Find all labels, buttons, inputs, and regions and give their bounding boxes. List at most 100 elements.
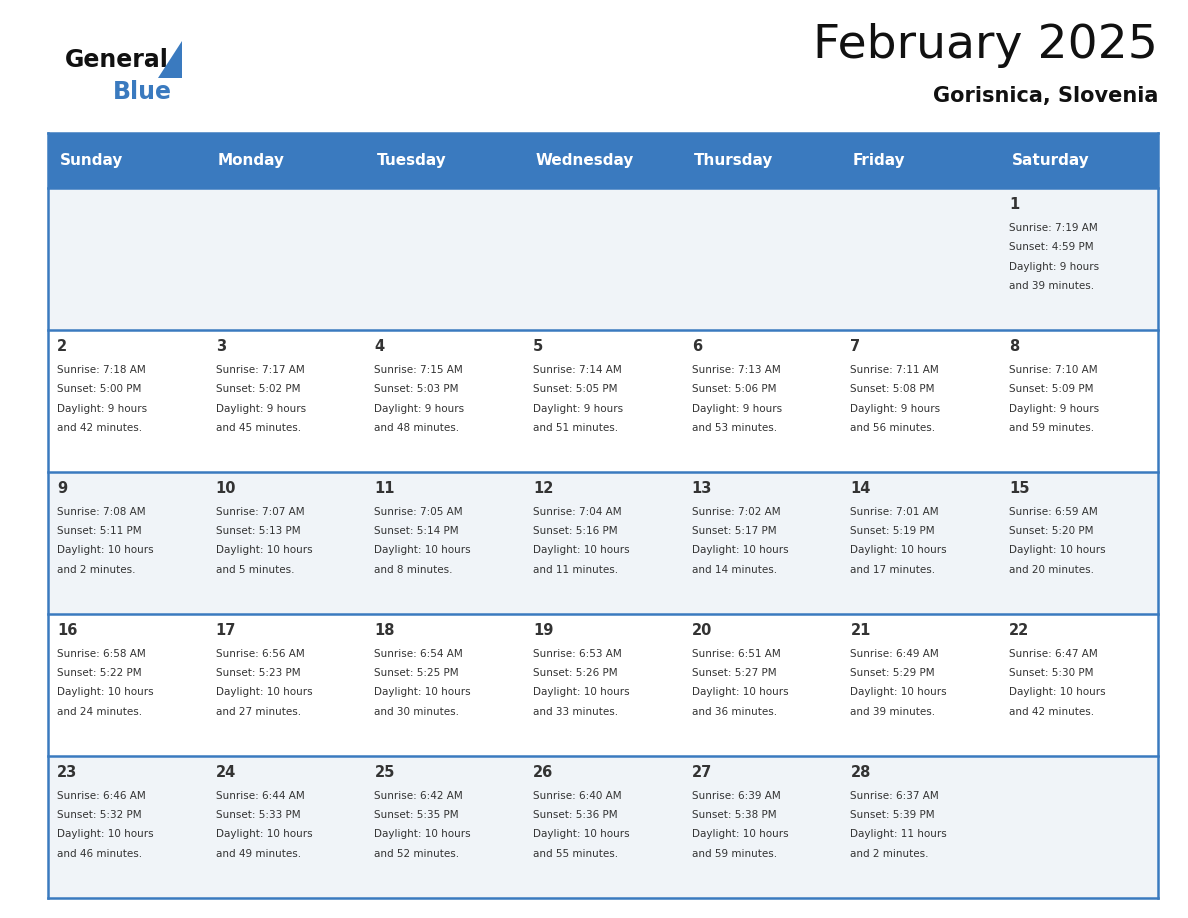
- Text: and 5 minutes.: and 5 minutes.: [216, 565, 295, 575]
- Text: Sunrise: 7:07 AM: Sunrise: 7:07 AM: [216, 507, 304, 517]
- Bar: [524, 756, 682, 898]
- Bar: [999, 614, 1158, 756]
- Bar: [841, 133, 999, 188]
- Text: Friday: Friday: [853, 153, 905, 168]
- Text: Sunset: 5:19 PM: Sunset: 5:19 PM: [851, 526, 935, 536]
- Text: 20: 20: [691, 623, 712, 638]
- Text: Sunset: 4:59 PM: Sunset: 4:59 PM: [1009, 242, 1094, 252]
- Text: 6: 6: [691, 340, 702, 354]
- Text: and 30 minutes.: and 30 minutes.: [374, 707, 460, 717]
- Text: Sunset: 5:14 PM: Sunset: 5:14 PM: [374, 526, 459, 536]
- Text: Sunrise: 7:08 AM: Sunrise: 7:08 AM: [57, 507, 146, 517]
- Text: 3: 3: [216, 340, 226, 354]
- Text: and 46 minutes.: and 46 minutes.: [57, 848, 143, 858]
- Text: Daylight: 10 hours: Daylight: 10 hours: [851, 688, 947, 698]
- Text: Sunset: 5:09 PM: Sunset: 5:09 PM: [1009, 385, 1094, 394]
- Text: and 56 minutes.: and 56 minutes.: [851, 423, 936, 432]
- Text: Daylight: 10 hours: Daylight: 10 hours: [216, 545, 312, 555]
- Text: Daylight: 10 hours: Daylight: 10 hours: [851, 545, 947, 555]
- Text: 11: 11: [374, 481, 394, 497]
- Text: and 24 minutes.: and 24 minutes.: [57, 707, 143, 717]
- Text: and 8 minutes.: and 8 minutes.: [374, 565, 453, 575]
- Bar: [999, 330, 1158, 472]
- Text: Daylight: 9 hours: Daylight: 9 hours: [216, 404, 305, 413]
- Text: Sunset: 5:03 PM: Sunset: 5:03 PM: [374, 385, 459, 394]
- Text: Sunset: 5:05 PM: Sunset: 5:05 PM: [533, 385, 618, 394]
- Bar: [207, 614, 365, 756]
- Text: and 39 minutes.: and 39 minutes.: [1009, 281, 1094, 291]
- Text: 5: 5: [533, 340, 543, 354]
- Text: 8: 8: [1009, 340, 1019, 354]
- Bar: [524, 614, 682, 756]
- Text: and 36 minutes.: and 36 minutes.: [691, 707, 777, 717]
- Text: Sunrise: 7:15 AM: Sunrise: 7:15 AM: [374, 365, 463, 375]
- Bar: [524, 188, 682, 330]
- Text: Sunset: 5:02 PM: Sunset: 5:02 PM: [216, 385, 301, 394]
- Text: 7: 7: [851, 340, 860, 354]
- Text: Daylight: 10 hours: Daylight: 10 hours: [374, 545, 470, 555]
- Bar: [48, 188, 207, 330]
- Bar: [365, 614, 524, 756]
- Text: and 53 minutes.: and 53 minutes.: [691, 423, 777, 432]
- Text: Daylight: 10 hours: Daylight: 10 hours: [57, 545, 153, 555]
- Text: Sunset: 5:39 PM: Sunset: 5:39 PM: [851, 810, 935, 820]
- Text: 12: 12: [533, 481, 554, 497]
- Text: Sunrise: 7:10 AM: Sunrise: 7:10 AM: [1009, 365, 1098, 375]
- Text: Sunrise: 7:14 AM: Sunrise: 7:14 AM: [533, 365, 621, 375]
- Text: Blue: Blue: [113, 80, 172, 104]
- Text: and 27 minutes.: and 27 minutes.: [216, 707, 301, 717]
- Text: Daylight: 9 hours: Daylight: 9 hours: [691, 404, 782, 413]
- Bar: [365, 472, 524, 614]
- Text: and 2 minutes.: and 2 minutes.: [57, 565, 135, 575]
- Text: Sunrise: 6:44 AM: Sunrise: 6:44 AM: [216, 790, 304, 800]
- Text: Daylight: 10 hours: Daylight: 10 hours: [374, 688, 470, 698]
- Bar: [365, 756, 524, 898]
- Text: Sunrise: 6:49 AM: Sunrise: 6:49 AM: [851, 649, 940, 659]
- Bar: [524, 472, 682, 614]
- Bar: [841, 756, 999, 898]
- Text: and 20 minutes.: and 20 minutes.: [1009, 565, 1094, 575]
- Text: Daylight: 9 hours: Daylight: 9 hours: [374, 404, 465, 413]
- Bar: [841, 614, 999, 756]
- Text: Daylight: 10 hours: Daylight: 10 hours: [691, 829, 789, 839]
- Text: and 51 minutes.: and 51 minutes.: [533, 423, 618, 432]
- Text: Sunrise: 6:42 AM: Sunrise: 6:42 AM: [374, 790, 463, 800]
- Bar: [999, 188, 1158, 330]
- Text: and 2 minutes.: and 2 minutes.: [851, 848, 929, 858]
- Text: Daylight: 10 hours: Daylight: 10 hours: [691, 688, 789, 698]
- Text: Sunset: 5:23 PM: Sunset: 5:23 PM: [216, 668, 301, 678]
- Text: Sunrise: 7:18 AM: Sunrise: 7:18 AM: [57, 365, 146, 375]
- Text: Sunrise: 6:54 AM: Sunrise: 6:54 AM: [374, 649, 463, 659]
- Text: Daylight: 10 hours: Daylight: 10 hours: [691, 545, 789, 555]
- Text: Sunrise: 6:56 AM: Sunrise: 6:56 AM: [216, 649, 304, 659]
- Text: Sunset: 5:36 PM: Sunset: 5:36 PM: [533, 810, 618, 820]
- Text: and 33 minutes.: and 33 minutes.: [533, 707, 618, 717]
- Text: and 17 minutes.: and 17 minutes.: [851, 565, 936, 575]
- Bar: [207, 330, 365, 472]
- Text: Tuesday: Tuesday: [377, 153, 447, 168]
- Text: 21: 21: [851, 623, 871, 638]
- Text: 10: 10: [216, 481, 236, 497]
- Text: and 52 minutes.: and 52 minutes.: [374, 848, 460, 858]
- Bar: [999, 472, 1158, 614]
- Bar: [841, 330, 999, 472]
- Bar: [682, 472, 841, 614]
- Text: 23: 23: [57, 765, 77, 780]
- Text: 14: 14: [851, 481, 871, 497]
- Text: Sunrise: 6:53 AM: Sunrise: 6:53 AM: [533, 649, 621, 659]
- Text: 28: 28: [851, 765, 871, 780]
- Text: February 2025: February 2025: [814, 23, 1158, 69]
- Text: Daylight: 10 hours: Daylight: 10 hours: [216, 688, 312, 698]
- Text: 17: 17: [216, 623, 236, 638]
- Text: and 45 minutes.: and 45 minutes.: [216, 423, 301, 432]
- Text: Daylight: 10 hours: Daylight: 10 hours: [57, 688, 153, 698]
- Text: Wednesday: Wednesday: [536, 153, 634, 168]
- Bar: [365, 133, 524, 188]
- Text: and 59 minutes.: and 59 minutes.: [691, 848, 777, 858]
- Bar: [999, 133, 1158, 188]
- Text: Daylight: 9 hours: Daylight: 9 hours: [1009, 262, 1099, 272]
- Text: and 55 minutes.: and 55 minutes.: [533, 848, 618, 858]
- Text: Sunset: 5:38 PM: Sunset: 5:38 PM: [691, 810, 777, 820]
- Text: Sunrise: 6:37 AM: Sunrise: 6:37 AM: [851, 790, 940, 800]
- Text: Sunset: 5:27 PM: Sunset: 5:27 PM: [691, 668, 777, 678]
